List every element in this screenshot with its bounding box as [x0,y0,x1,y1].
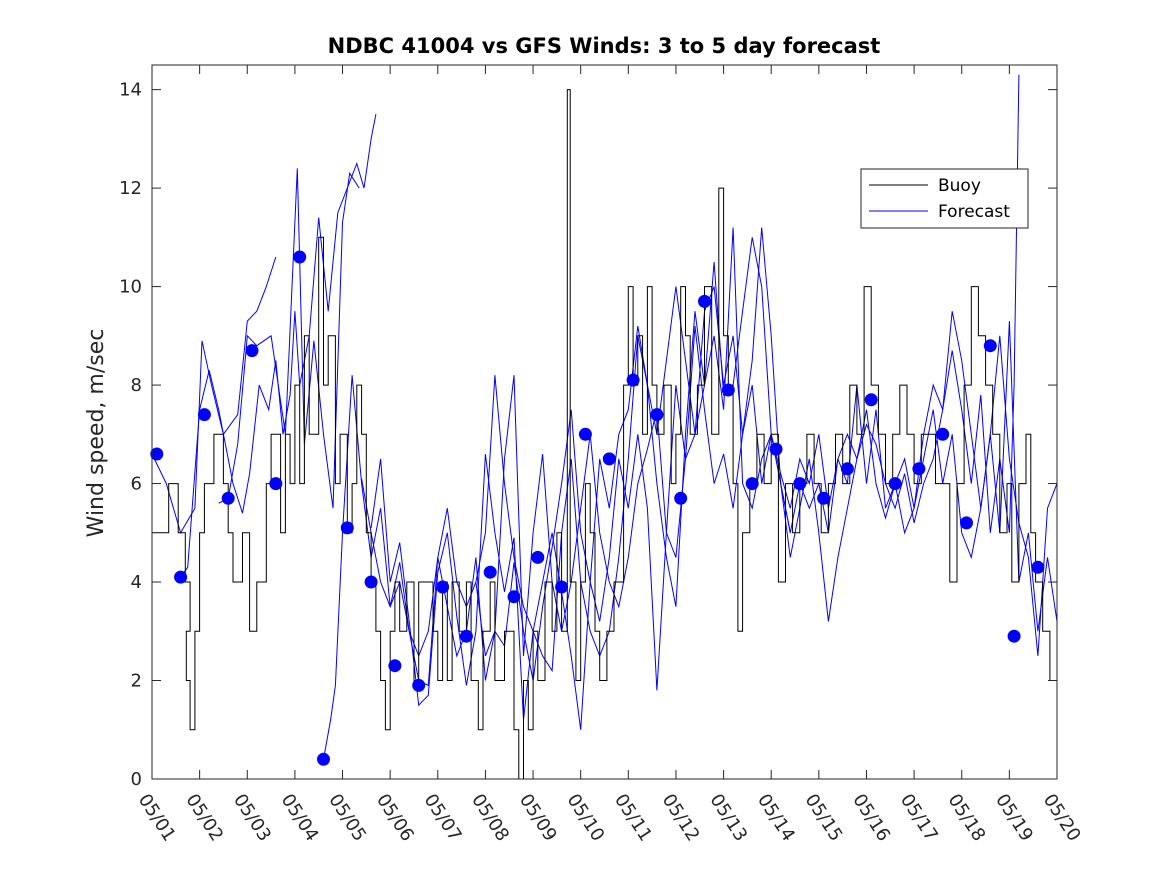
forecast-marker [912,462,926,476]
forecast-marker [364,575,378,589]
forecast-line [218,168,360,509]
y-axis-label: Wind speed, m/sec [84,329,109,538]
forecast-marker [245,344,259,358]
forecast-marker [888,477,902,491]
forecast-marker [412,678,426,692]
forecast-marker [174,570,188,584]
y-tick-label: 14 [119,80,142,101]
forecast-marker [864,393,878,407]
y-tick-label: 8 [131,375,142,396]
chart-title: NDBC 41004 vs GFS Winds: 3 to 5 day fore… [328,34,881,58]
forecast-marker [483,565,497,579]
forecast-marker [1031,560,1045,574]
forecast-marker [793,477,807,491]
forecast-marker [317,752,330,766]
forecast-marker [840,462,854,476]
forecast-marker [150,447,164,461]
axes-box [151,64,1058,780]
plot-area [150,74,1058,780]
forecast-marker [650,408,664,422]
y-tick-label: 2 [131,671,142,692]
forecast-marker [698,294,711,308]
legend-label-forecast: Forecast [938,202,1010,222]
y-tick-label: 12 [119,178,142,199]
forecast-marker [221,491,235,505]
y-tick-label: 6 [131,474,142,495]
y-tick-label: 10 [119,277,142,298]
forecast-marker [721,383,735,397]
forecast-marker [388,659,402,673]
forecast-line [475,74,1020,657]
forecast-marker [936,427,950,441]
forecast-marker [817,491,831,505]
forecast-marker [531,550,545,564]
forecast-marker [983,339,997,353]
forecast-marker [578,427,592,441]
legend-label-buoy: Buoy [938,176,981,196]
forecast-marker [340,521,354,535]
legend: Buoy Forecast [860,168,1029,229]
forecast-marker [960,516,973,530]
forecast-marker [197,408,211,422]
forecast-marker [436,580,450,594]
forecast-marker [507,590,521,604]
forecast-marker [626,373,640,387]
forecast-marker [769,442,783,456]
forecast-marker [1007,629,1021,643]
forecast-marker [459,629,473,643]
buoy-line [152,89,1058,780]
forecast-marker [555,580,569,594]
forecast-line [361,227,1058,691]
forecast-marker [602,452,616,466]
forecast-marker [293,250,307,264]
y-tick-label: 4 [131,572,142,593]
legend-box [860,168,1029,229]
forecast-marker [674,491,688,505]
y-tick-label: 0 [131,769,142,790]
forecast-marker [269,477,283,491]
forecast-marker [745,477,759,491]
